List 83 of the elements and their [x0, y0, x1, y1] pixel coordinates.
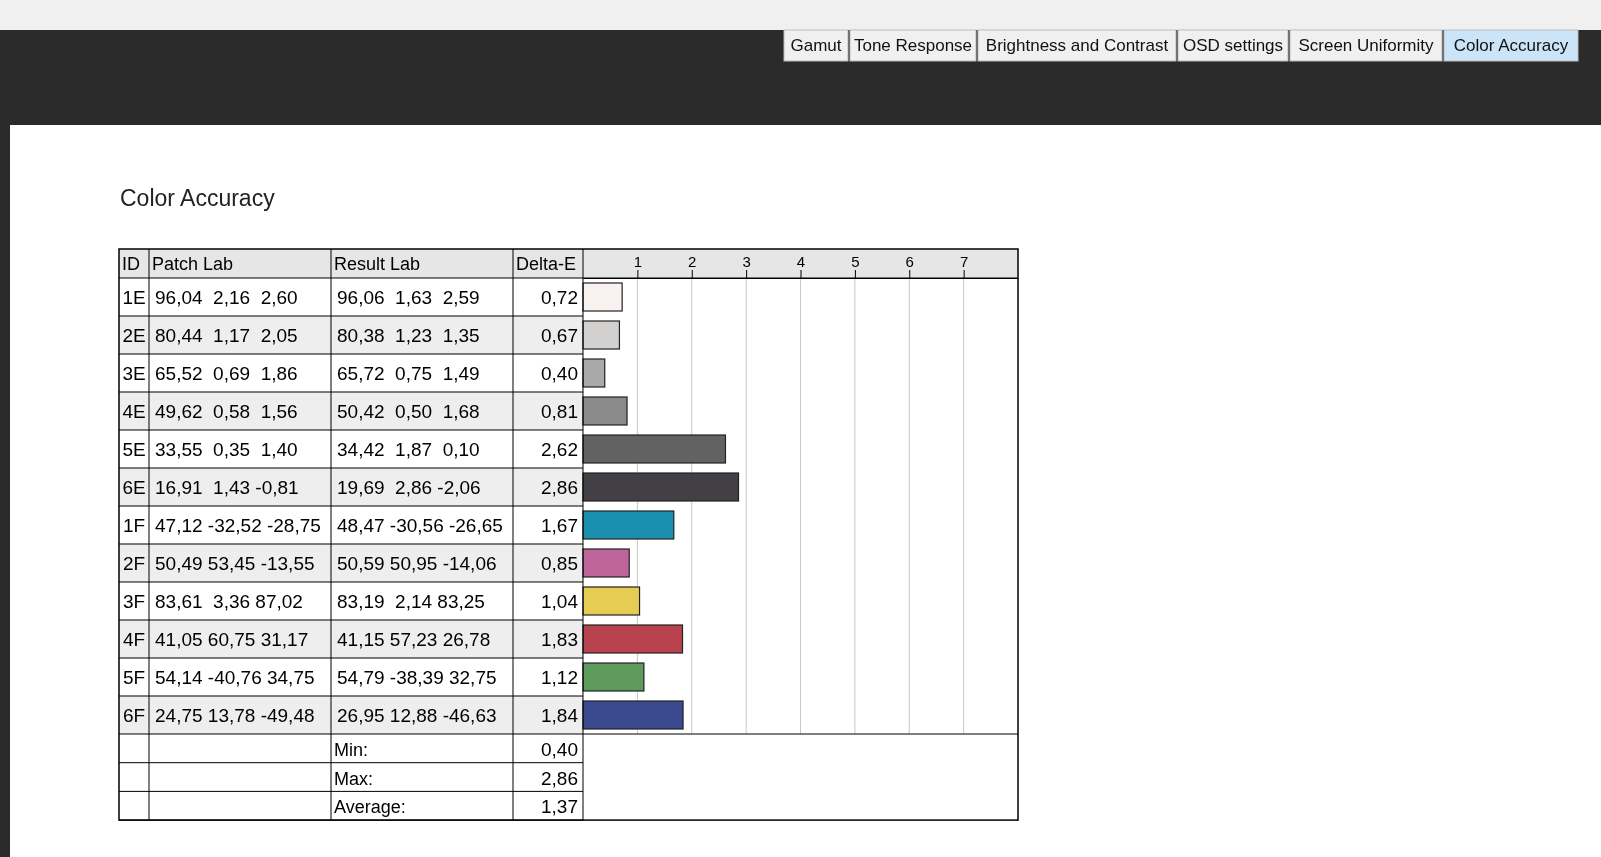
y-tick-label: 4E — [122, 401, 146, 422]
y-tick-label: 6F — [122, 705, 146, 726]
x2-tick-label: 3 — [742, 253, 751, 270]
data-label: 1,67 — [541, 515, 578, 536]
text: 54,79 -38,39 32,75 — [337, 667, 497, 688]
text: 83,19 2,14 83,25 — [337, 591, 485, 612]
text: 16,91 1,43 -0,81 — [155, 477, 299, 498]
data-label: 0,81 — [541, 401, 578, 422]
text: 41,15 57,23 26,78 — [337, 629, 491, 650]
y-tick-label: 2E — [122, 325, 146, 346]
text: 1,37 — [541, 796, 578, 818]
bar — [582, 434, 727, 464]
text: Result Lab — [334, 254, 421, 274]
text: Color Accuracy — [1453, 36, 1569, 55]
y-tick-label: 5F — [122, 667, 146, 688]
data-label: 0,85 — [541, 553, 578, 574]
bar — [582, 700, 684, 730]
y-tick-label: 6E — [122, 477, 146, 498]
text: 65,72 0,75 1,49 — [337, 363, 480, 384]
text: 49,62 0,58 1,56 — [155, 401, 298, 422]
text: Screen Uniformity — [1298, 36, 1435, 55]
bar — [582, 624, 684, 654]
text: 19,69 2,86 -2,06 — [337, 477, 481, 498]
x2-tick-label: 2 — [688, 253, 697, 270]
x2-tick-label: 7 — [959, 253, 969, 270]
text: Color Accuracy — [120, 185, 276, 211]
y-tick-label: 3F — [122, 591, 146, 612]
x-axis-title: Delta-E — [516, 254, 577, 274]
text: Gamut — [790, 36, 842, 55]
text: Tone Response — [853, 36, 973, 55]
y-tick-label: 1F — [122, 515, 146, 536]
data-label: 1,84 — [541, 705, 579, 726]
y-tick-label: 1E — [122, 287, 146, 308]
text: Patch Lab — [152, 254, 234, 274]
text: 47,12 -32,52 -28,75 — [155, 515, 321, 536]
y-tick-label: 3E — [122, 363, 146, 384]
text: 2,86 — [541, 767, 578, 789]
text: Min: — [334, 740, 369, 760]
text: 65,52 0,69 1,86 — [155, 363, 298, 384]
x2-tick-label: 6 — [905, 253, 914, 270]
text: 26,95 12,88 -46,63 — [337, 705, 497, 726]
bar — [582, 320, 621, 350]
bar — [582, 282, 623, 312]
bar — [582, 548, 630, 578]
data-label: 0,40 — [541, 363, 578, 384]
text: OSD settings — [1182, 36, 1284, 55]
data-label: 1,12 — [541, 667, 578, 688]
bar — [582, 396, 628, 426]
bar — [582, 358, 606, 388]
bar — [582, 586, 641, 616]
y-tick-label: 5E — [122, 439, 146, 460]
text: 54,14 -40,76 34,75 — [155, 667, 315, 688]
text: 50,42 0,50 1,68 — [337, 401, 480, 422]
text: Max: — [334, 768, 374, 789]
y-axis-title: ID — [122, 254, 140, 274]
text: Average: — [334, 797, 406, 818]
text: 33,55 0,35 1,40 — [155, 439, 298, 460]
y-tick-label: 2F — [122, 553, 146, 574]
text: 83,61 3,36 87,02 — [155, 591, 303, 612]
data-label: 0,67 — [541, 325, 578, 346]
data-label: 2,62 — [541, 439, 578, 460]
data-label: 0,72 — [541, 287, 578, 308]
text: 24,75 13,78 -49,48 — [155, 705, 315, 726]
text: 41,05 60,75 31,17 — [155, 629, 309, 650]
text: 96,06 1,63 2,59 — [337, 287, 480, 308]
text: 80,38 1,23 1,35 — [337, 325, 480, 346]
data-label: 1,04 — [541, 591, 579, 612]
bar — [582, 510, 675, 540]
x2-tick-label: 1 — [633, 253, 643, 270]
data-label: 1,83 — [541, 629, 578, 650]
text: 96,04 2,16 2,60 — [155, 287, 298, 308]
text: 50,49 53,45 -13,55 — [155, 553, 315, 574]
text: 50,59 50,95 -14,06 — [337, 553, 497, 574]
y-tick-label: 4F — [122, 629, 146, 650]
text: Brightness and Contrast — [985, 36, 1169, 55]
data-label: 2,86 — [541, 477, 578, 498]
text: 34,42 1,87 0,10 — [337, 439, 480, 460]
text: 48,47 -30,56 -26,65 — [337, 515, 503, 536]
x2-tick-label: 4 — [796, 253, 806, 270]
text: 0,40 — [541, 739, 578, 760]
x2-tick-label: 5 — [851, 253, 860, 270]
bar — [582, 662, 645, 692]
text: 80,44 1,17 2,05 — [155, 325, 298, 346]
